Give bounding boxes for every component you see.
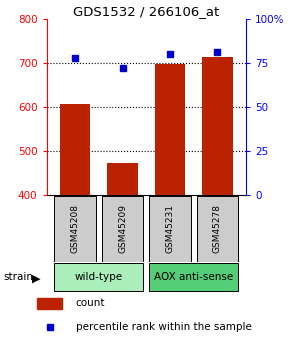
- Bar: [60, 104, 90, 195]
- Bar: [149, 263, 238, 290]
- Text: ▶: ▶: [32, 274, 40, 284]
- Text: percentile rank within the sample: percentile rank within the sample: [76, 322, 252, 332]
- Bar: [54, 263, 143, 290]
- Text: AOX anti-sense: AOX anti-sense: [154, 272, 233, 282]
- Text: GSM45278: GSM45278: [213, 204, 222, 253]
- Text: strain: strain: [3, 272, 33, 282]
- Bar: [54, 196, 96, 262]
- Bar: [154, 64, 185, 195]
- Text: GSM45208: GSM45208: [70, 204, 80, 253]
- Text: GSM45209: GSM45209: [118, 204, 127, 253]
- Text: count: count: [76, 298, 105, 308]
- Text: GSM45231: GSM45231: [166, 204, 175, 253]
- Bar: [37, 298, 62, 309]
- Bar: [202, 57, 233, 195]
- Title: GDS1532 / 266106_at: GDS1532 / 266106_at: [73, 5, 219, 18]
- Bar: [149, 196, 191, 262]
- Bar: [102, 196, 143, 262]
- Text: wild-type: wild-type: [75, 272, 123, 282]
- Bar: [107, 163, 138, 195]
- Bar: [196, 196, 238, 262]
